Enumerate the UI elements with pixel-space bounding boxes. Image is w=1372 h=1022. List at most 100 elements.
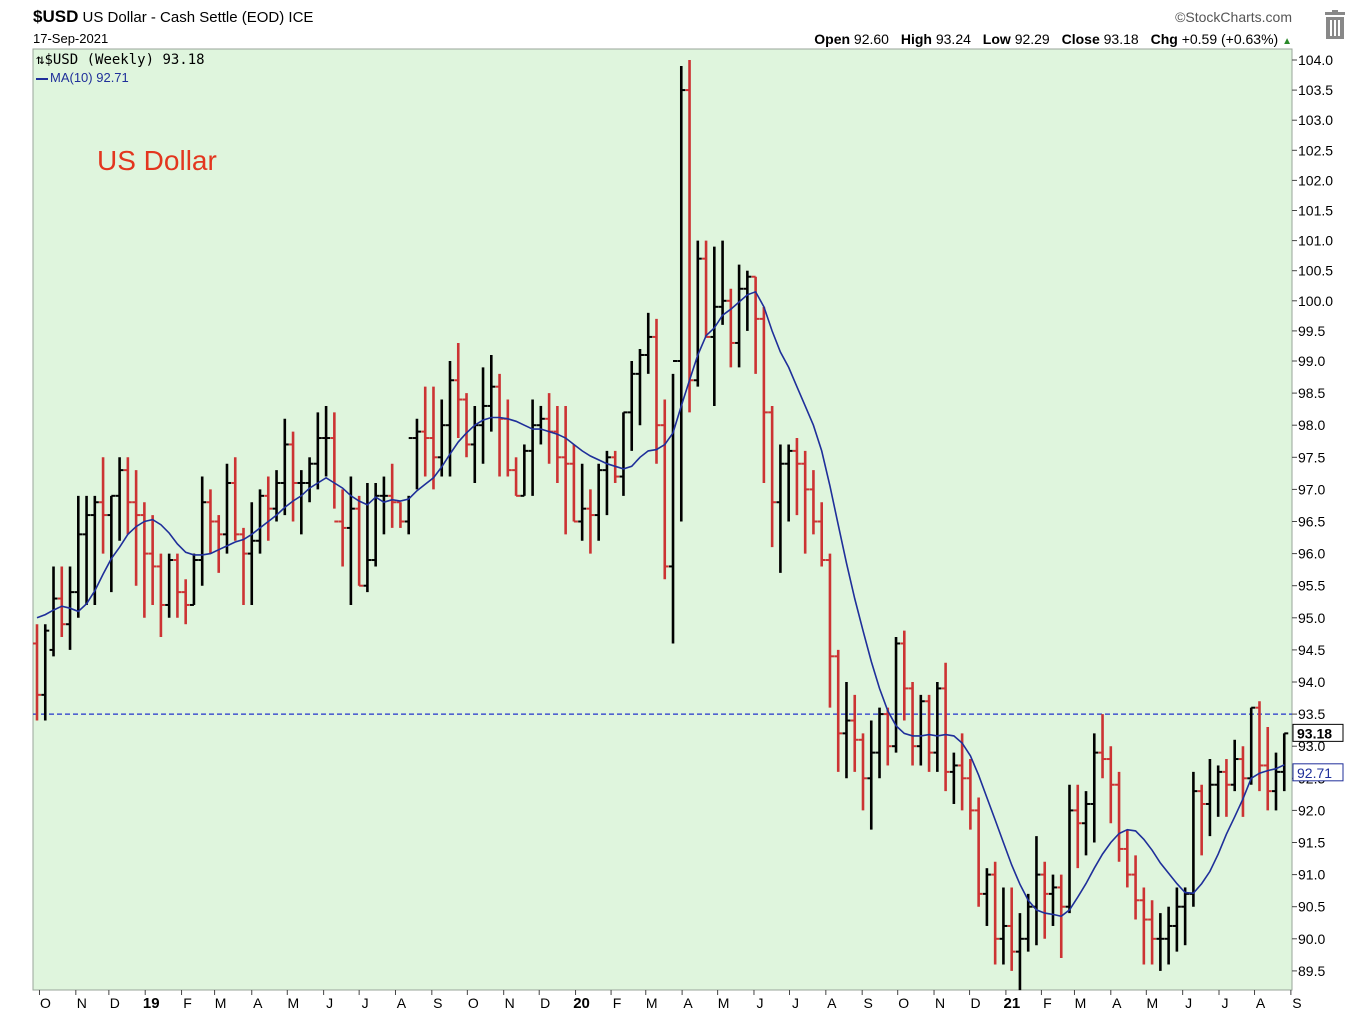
- y-tick-label: 100.5: [1298, 263, 1333, 279]
- ohlc-bar: [1214, 765, 1223, 817]
- ohlc-bar: [602, 450, 611, 516]
- y-tick-label: 92.0: [1298, 802, 1325, 818]
- ohlc-bar: [181, 579, 190, 625]
- ohlc-bar: [825, 553, 834, 708]
- brand-link[interactable]: ©StockCharts.com: [1175, 9, 1292, 25]
- ohlc-bar: [165, 553, 174, 618]
- x-tick-label: F: [613, 995, 622, 1011]
- ohlc-bar: [1172, 887, 1181, 952]
- ohlc-bar: [214, 515, 223, 573]
- ohlc-bar: [536, 405, 545, 445]
- x-tick-label: D: [110, 995, 120, 1011]
- ohlc-bar: [1106, 746, 1115, 824]
- y-tick-label: 96.0: [1298, 546, 1325, 562]
- ohlc-bar: [982, 868, 991, 926]
- ohlc-bar: [33, 624, 41, 721]
- ohlc-bar: [1238, 746, 1247, 817]
- ohlc-bar: [355, 495, 364, 587]
- ohlc-bar: [82, 495, 91, 605]
- ohlc-bar: [1263, 726, 1272, 811]
- ohlc-bar: [1131, 855, 1140, 920]
- ohlc-bar: [619, 411, 628, 496]
- ohlc-bar: [1073, 784, 1082, 869]
- y-tick-label: 96.5: [1298, 514, 1325, 530]
- x-tick-label: J: [362, 995, 369, 1011]
- ohlc-bar: [726, 288, 735, 368]
- y-tick-label: 93.0: [1298, 738, 1325, 754]
- ohlc-bar: [1082, 791, 1091, 856]
- ohlc-bar: [925, 694, 934, 772]
- ohlc-bar: [867, 720, 876, 830]
- last-close-label: 93.18: [1297, 725, 1332, 741]
- ohlc-bar: [346, 476, 355, 605]
- ohlc-bar: [834, 649, 843, 772]
- x-tick-label: S: [864, 995, 873, 1011]
- x-tick-label: J: [756, 995, 763, 1011]
- instrument-name: US Dollar - Cash Settle (EOD): [82, 9, 285, 26]
- chart-annotation: US Dollar: [97, 145, 217, 176]
- high-label: High: [900, 31, 932, 47]
- open-label: Open: [814, 31, 851, 47]
- ohlc-bar: [528, 399, 537, 496]
- ohlc-bar: [718, 240, 727, 325]
- ohlc-bar: [297, 470, 306, 535]
- ohlc-bar: [1065, 784, 1074, 914]
- ohlc-bar: [446, 361, 454, 477]
- ohlc-bar: [148, 515, 157, 605]
- ohlc-bar: [412, 418, 421, 490]
- ohlc-bar: [41, 624, 50, 721]
- last-ma-tag: 92.71: [1292, 763, 1344, 782]
- y-tick-label: 104.0: [1298, 52, 1333, 68]
- ohlc-bar: [974, 797, 983, 907]
- ma-line: [36, 290, 1285, 918]
- x-axis: O N D 19 F M A M J J A S O N D 20 F M A M J J A S O N D 21 F M A M J J A S: [38, 990, 1302, 1012]
- x-tick-label: F: [1043, 995, 1052, 1011]
- ohlc-bar: [264, 476, 273, 541]
- x-tick-label: M: [718, 995, 730, 1011]
- y-tick-label: 101.5: [1298, 203, 1333, 219]
- close-value: 93.18: [1103, 31, 1139, 47]
- ohlc-bar: [1156, 913, 1165, 971]
- y-tick-label: 91.5: [1298, 835, 1325, 851]
- ohlc-bar: [875, 707, 884, 779]
- ohlc-bar: [743, 270, 752, 331]
- ohlc-bar: [1164, 906, 1173, 965]
- y-tick-label: 90.5: [1298, 899, 1325, 915]
- ohlc-bar: [1090, 733, 1099, 843]
- y-tick-label: 90.0: [1298, 931, 1325, 947]
- ohlc-bars: [33, 60, 1289, 991]
- ma-swatch-icon: [36, 77, 48, 80]
- ohlc-bar: [933, 682, 942, 772]
- x-tick-label: 20: [573, 995, 590, 1012]
- x-tick-label: 21: [1004, 995, 1021, 1012]
- ohlc-bar: [74, 495, 83, 618]
- ohlc-bar: [809, 470, 818, 535]
- ohlc-bar: [363, 482, 372, 593]
- ohlc-bar: [107, 494, 116, 593]
- x-tick-label: N: [935, 995, 945, 1011]
- ohlc-bar: [206, 489, 215, 554]
- y-tick-label: 94.5: [1298, 642, 1325, 658]
- ohlc-bar: [735, 264, 744, 368]
- open-value: 92.60: [853, 31, 889, 47]
- x-tick-label: S: [433, 995, 442, 1011]
- ohlc-bar: [1272, 752, 1280, 811]
- ohlc-bar: [1040, 861, 1049, 939]
- ohlc-bar: [90, 495, 99, 605]
- ohlc-bar: [941, 662, 950, 792]
- x-tick-label: A: [1256, 995, 1266, 1011]
- x-tick-label: F: [183, 995, 192, 1011]
- series-legend: ⇅$USD (Weekly) 93.18: [36, 52, 205, 68]
- ohlc-bar: [462, 393, 471, 458]
- ohlc-bar: [710, 246, 719, 406]
- ohlc-bar: [313, 412, 322, 490]
- x-tick-label: N: [505, 995, 515, 1011]
- trash-icon[interactable]: [1322, 10, 1348, 40]
- ohlc-bar: [784, 444, 793, 522]
- ohlc-bar: [792, 438, 801, 516]
- ohlc-bar: [776, 444, 785, 573]
- ohlc-bar-icon: ⇅: [36, 52, 45, 68]
- change-up-arrow-icon: ▲: [1282, 36, 1292, 47]
- y-tick-label: 91.0: [1298, 867, 1325, 883]
- plot-area: [32, 48, 1293, 991]
